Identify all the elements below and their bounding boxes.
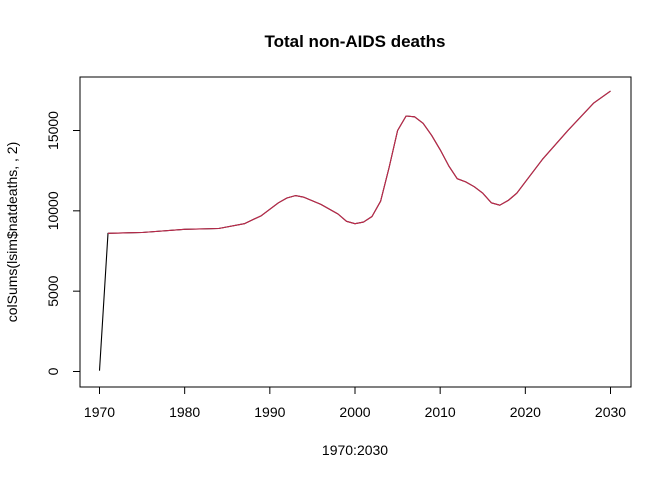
x-tick-label: 1970	[84, 404, 115, 420]
x-tick-label: 2030	[595, 404, 626, 420]
chart-title: Total non-AIDS deaths	[264, 32, 445, 51]
x-tick-label: 2020	[510, 404, 541, 420]
series-layer	[98, 90, 611, 371]
x-tick-label: 2000	[339, 404, 370, 420]
series-line-2	[107, 90, 611, 234]
x-tick-label: 2010	[425, 404, 456, 420]
y-tick-label: 10000	[45, 191, 61, 230]
x-tick-label: 1980	[169, 404, 200, 420]
x-axis-label: 1970:2030	[322, 442, 388, 458]
y-axis-label: colSums(lsim$natdeaths, , 2)	[4, 142, 20, 323]
y-tick-label: 0	[45, 367, 61, 375]
y-tick-label: 5000	[45, 275, 61, 306]
y-axis: 0 5000 10000 15000	[45, 111, 81, 375]
series-line-1	[98, 90, 611, 371]
y-tick-label: 15000	[45, 111, 61, 150]
x-tick-label: 1990	[254, 404, 285, 420]
x-axis: 1970 1980 1990 2000 2010 2020 2030	[84, 386, 626, 420]
plot-frame	[79, 76, 632, 388]
